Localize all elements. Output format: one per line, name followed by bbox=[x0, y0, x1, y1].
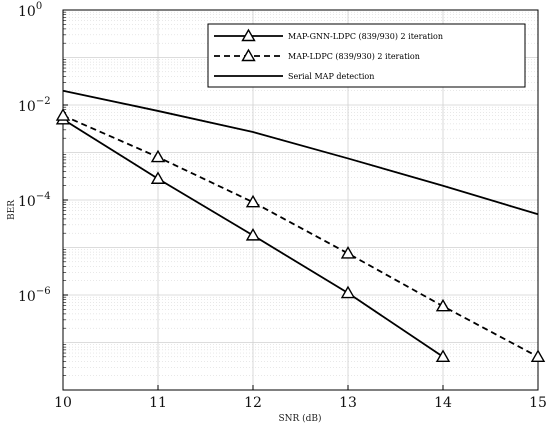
axis-ticks: 10 11 12 13 14 15 100 10−2 10−4 10−6 bbox=[18, 1, 547, 411]
series-2 bbox=[55, 108, 546, 362]
data-point-marker bbox=[245, 227, 261, 241]
data-point-marker bbox=[435, 298, 451, 312]
x-tick-label: 12 bbox=[244, 395, 262, 411]
x-tick-label: 11 bbox=[149, 395, 167, 411]
x-axis-label: SNR (dB) bbox=[278, 413, 321, 424]
y-tick-label: 10−6 bbox=[18, 286, 51, 305]
legend-label: MAP-GNN-LDPC (839/930) 2 iteration bbox=[288, 32, 443, 41]
data-point-marker bbox=[340, 285, 356, 299]
series-line bbox=[62, 114, 539, 358]
data-point-marker bbox=[150, 149, 166, 163]
y-axis-label: BER bbox=[7, 200, 17, 220]
legend-marker bbox=[241, 48, 256, 62]
series-lines bbox=[55, 89, 546, 362]
data-point-marker bbox=[435, 349, 451, 362]
y-tick-label: 10−2 bbox=[18, 96, 51, 115]
y-tick-label: 100 bbox=[18, 1, 42, 20]
legend: MAP-GNN-LDPC (839/930) 2 iteration MAP-LD… bbox=[207, 23, 526, 88]
legend-label: MAP-LDPC (839/930) 2 iteration bbox=[288, 52, 420, 61]
x-tick-label: 15 bbox=[529, 395, 547, 411]
data-point-marker bbox=[340, 246, 356, 259]
series-3 bbox=[62, 89, 539, 216]
series-1 bbox=[55, 111, 451, 362]
legend-label: Serial MAP detection bbox=[288, 72, 374, 81]
x-tick-label: 13 bbox=[339, 395, 357, 411]
data-point-marker bbox=[530, 349, 546, 362]
series-line bbox=[62, 89, 539, 216]
legend-marker bbox=[241, 28, 256, 42]
data-point-marker bbox=[55, 108, 71, 121]
x-tick-label: 10 bbox=[54, 395, 72, 411]
x-tick-label: 14 bbox=[434, 395, 452, 411]
data-point-marker bbox=[245, 194, 261, 208]
y-tick-label: 10−4 bbox=[18, 191, 51, 210]
data-point-marker bbox=[150, 171, 166, 184]
